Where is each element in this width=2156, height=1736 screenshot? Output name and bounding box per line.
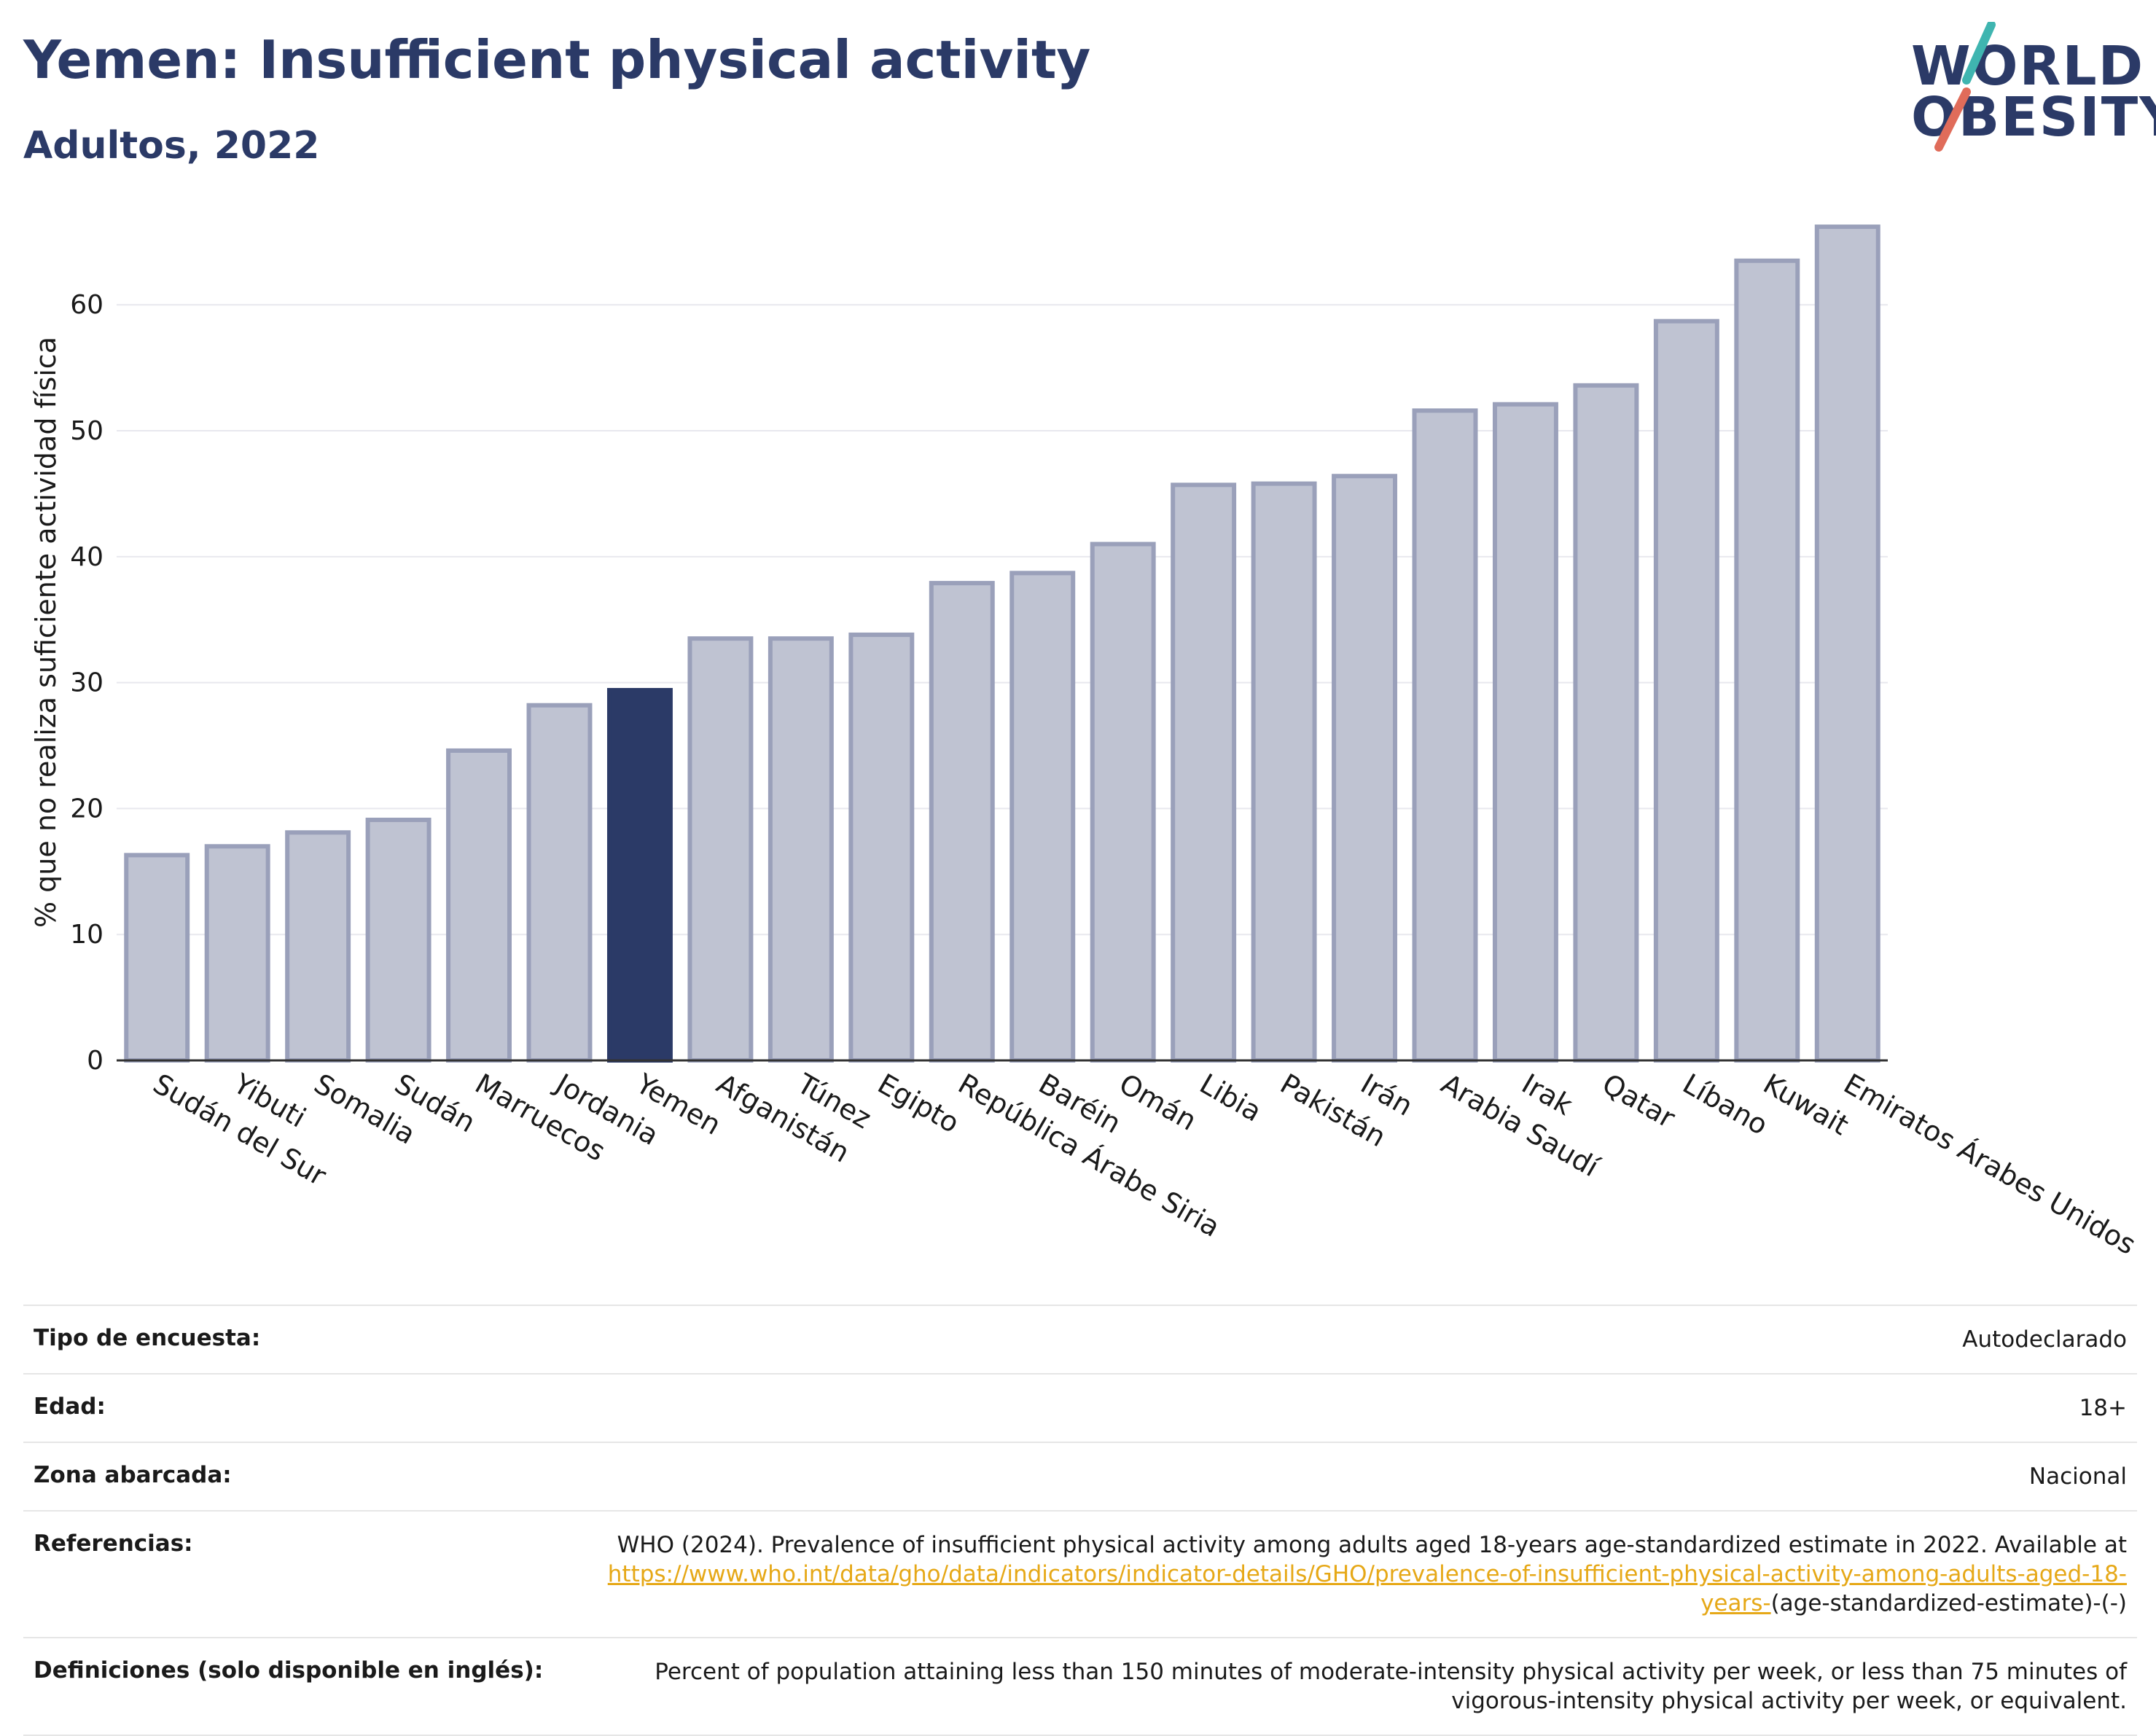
references-link[interactable]: https://www.who.int/data/gho/data/indica… [607, 1561, 2127, 1616]
x-tick-label: Kuwait [1758, 1068, 1854, 1142]
bar-13 [1090, 541, 1156, 1063]
bar-chart: 0 10 20 30 40 50 60 % que no realiza suficiente… [30, 224, 2141, 1261]
world-obesity-logo: WORLD OBESITY [1902, 22, 2156, 153]
x-tick-label: Arabia Saudí [1436, 1068, 1605, 1184]
bar-6 [526, 703, 593, 1063]
info-row-definitions: Definiciones (solo disponible en inglés)… [23, 1637, 2137, 1736]
x-tick-label: Omán [1114, 1068, 1202, 1137]
area-label: Zona abarcada: [34, 1462, 232, 1488]
survey-value: Autodeclarado [1962, 1326, 2127, 1353]
bar-17 [1412, 408, 1478, 1063]
bar-5 [446, 748, 512, 1063]
references-tail: (age-standardized-estimate)-(-) [1770, 1590, 2127, 1616]
bar-15 [1251, 481, 1317, 1063]
y-tick-label: 50 [70, 416, 103, 446]
y-tick-label: 20 [70, 794, 103, 824]
info-row-references: Referencias: WHO (2024). Prevalence of i… [23, 1510, 2137, 1637]
info-row-area: Zona abarcada: Nacional [23, 1442, 2137, 1510]
bar-4 [365, 817, 431, 1063]
x-tick-label: Libia [1195, 1068, 1268, 1128]
definitions-value: Percent of population attaining less tha… [655, 1659, 2127, 1714]
bar-21 [1734, 258, 1800, 1063]
x-tick-label: Emiratos Árabes Unidos [1838, 1068, 2141, 1261]
logo-line-1: WORLD [1911, 35, 2145, 98]
bar-1 [124, 853, 190, 1063]
y-tick-label: 30 [70, 668, 103, 698]
bar-19 [1573, 383, 1639, 1063]
y-tick-label: 10 [70, 920, 103, 950]
age-label: Edad: [34, 1393, 106, 1420]
bar-7 [606, 687, 673, 1063]
references-label: Referencias: [34, 1530, 193, 1557]
y-tick-label: 0 [87, 1046, 103, 1076]
bar-10 [848, 632, 915, 1063]
y-tick-label: 60 [70, 290, 103, 320]
y-axis-label: % que no realiza suficiente actividad fí… [30, 337, 62, 928]
info-row-age: Edad: 18+ [23, 1373, 2137, 1442]
age-value: 18+ [2079, 1395, 2127, 1421]
x-tick-label: Líbano [1677, 1068, 1773, 1141]
logo-slash-icon [1934, 22, 1996, 152]
bar-16 [1332, 474, 1398, 1063]
bar-9 [768, 636, 834, 1063]
x-tick-label: Qatar [1597, 1068, 1681, 1135]
area-value: Nacional [2028, 1463, 2127, 1490]
bar-11 [929, 581, 995, 1063]
bar-20 [1653, 318, 1719, 1063]
survey-label: Tipo de encuesta: [34, 1325, 261, 1351]
bar-8 [687, 636, 754, 1063]
bar-3 [285, 830, 351, 1063]
bar-14 [1171, 482, 1237, 1063]
references-text: WHO (2024). Prevalence of insufficient p… [617, 1532, 2127, 1558]
x-tick-label: Egipto [872, 1068, 965, 1140]
y-tick-label: 40 [70, 542, 103, 572]
bar-2 [204, 844, 270, 1063]
chart-subtitle: Adultos, 2022 [23, 124, 320, 168]
references-value: WHO (2024). Prevalence of insufficient p… [596, 1530, 2127, 1618]
info-row-survey: Tipo de encuesta: Autodeclarado [23, 1305, 2137, 1373]
bar-12 [1009, 571, 1076, 1063]
definitions-label: Definiciones (solo disponible en inglés)… [34, 1657, 544, 1684]
bar-18 [1492, 402, 1558, 1063]
info-table: Tipo de encuesta: Autodeclarado Edad: 18… [23, 1305, 2137, 1736]
chart-title: Yemen: Insufficient physical activity [23, 29, 1091, 90]
bar-22 [1814, 224, 1880, 1063]
